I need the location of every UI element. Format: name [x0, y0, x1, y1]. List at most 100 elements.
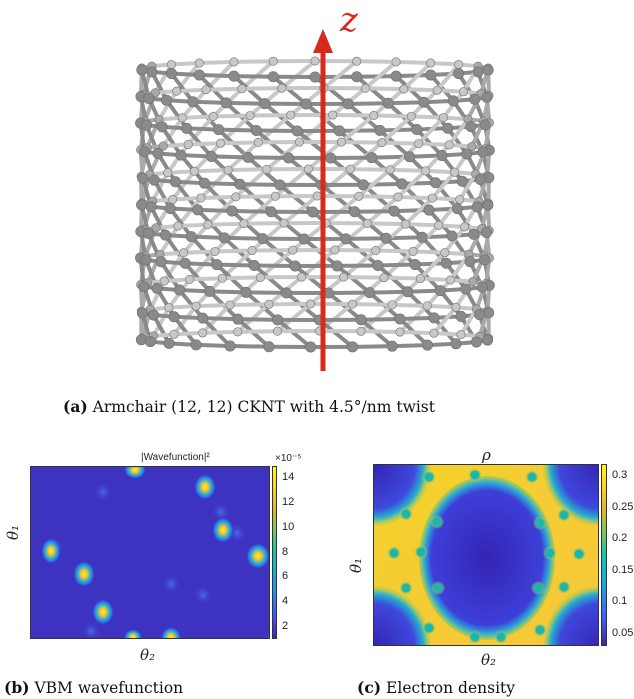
- carbon-atom: [251, 125, 261, 135]
- carbon-atom: [353, 57, 361, 65]
- plot-c-density-dot: [533, 516, 547, 530]
- carbon-atom: [193, 205, 203, 215]
- plot-c-colorbar-tick-1: 0.25: [612, 501, 633, 513]
- carbon-atom: [230, 58, 238, 66]
- carbon-atom: [160, 277, 168, 285]
- plot-b-density-spot: [194, 474, 216, 500]
- carbon-atom: [426, 59, 434, 67]
- carbon-atom: [430, 178, 440, 188]
- carbon-atom: [144, 93, 154, 103]
- carbon-atom: [180, 258, 190, 268]
- plot-b-density-spot: [41, 538, 61, 564]
- plot-c-density-dot: [531, 581, 545, 595]
- carbon-atom: [407, 112, 415, 120]
- carbon-atom: [299, 234, 309, 244]
- carbon-atom: [269, 57, 277, 65]
- carbon-atom: [387, 341, 397, 351]
- carbon-atom: [443, 123, 453, 133]
- carbon-atom: [474, 309, 484, 319]
- carbon-atom: [400, 85, 408, 93]
- plot-b-colorbar-tick-3: 8: [282, 546, 288, 558]
- carbon-atom: [396, 328, 404, 336]
- carbon-atom: [165, 303, 173, 311]
- plot-c-colorbar-tick-2: 0.2: [612, 532, 627, 544]
- carbon-atom: [301, 99, 311, 109]
- plot-b-colorbar-tick-5: 4: [282, 595, 288, 607]
- carbon-atom: [483, 65, 493, 75]
- carbon-atom: [452, 203, 462, 213]
- carbon-atom: [364, 287, 374, 297]
- carbon-atom: [409, 247, 417, 255]
- carbon-atom: [241, 287, 251, 297]
- carbon-atom: [470, 94, 480, 104]
- carbon-atom: [157, 122, 167, 132]
- carbon-atom: [137, 65, 147, 75]
- plot-b-faint-spot: [93, 482, 113, 502]
- carbon-atom: [167, 60, 175, 68]
- plot-c-density-dot: [399, 581, 413, 595]
- caption-c-tag: (c): [357, 678, 381, 697]
- carbon-atom: [206, 151, 216, 161]
- carbon-atom: [305, 342, 315, 352]
- plot-c-colorbar: [601, 464, 607, 646]
- carbon-atom: [471, 337, 481, 347]
- carbon-atom: [381, 233, 391, 243]
- carbon-atom: [248, 246, 256, 254]
- carbon-atom: [401, 220, 409, 228]
- carbon-atom: [161, 95, 171, 105]
- carbon-atom: [292, 126, 302, 136]
- carbon-atom: [437, 150, 447, 160]
- carbon-atom: [375, 125, 385, 135]
- carbon-atom: [416, 274, 424, 282]
- plot-b-heatmap: [30, 466, 270, 639]
- carbon-atom: [153, 148, 163, 158]
- carbon-atom: [424, 205, 434, 215]
- carbon-atom: [310, 72, 320, 82]
- carbon-atom: [412, 124, 422, 134]
- carbon-atom: [435, 221, 443, 229]
- carbon-atom: [482, 335, 492, 345]
- carbon-atom: [295, 138, 303, 146]
- carbon-atom: [337, 138, 345, 146]
- plot-b-density-spot: [212, 517, 234, 543]
- caption-a-tag: (a): [63, 397, 88, 416]
- carbon-atom: [465, 256, 475, 266]
- plot-b-scale-note: ×10⁻⁵: [275, 453, 301, 464]
- caption-a: (a) Armchair (12, 12) CKNT with 4.5°/nm …: [63, 397, 435, 416]
- carbon-atom: [271, 192, 279, 200]
- carbon-atom: [179, 249, 187, 257]
- carbon-atom: [311, 57, 319, 65]
- carbon-atom: [172, 87, 180, 95]
- carbon-atom: [378, 138, 386, 146]
- carbon-atom: [483, 200, 493, 210]
- caption-b-tag: (b): [4, 678, 30, 697]
- carbon-atom: [460, 223, 468, 231]
- carbon-atom: [456, 195, 464, 203]
- carbon-atom: [213, 124, 223, 134]
- carbon-atom: [346, 165, 354, 173]
- carbon-atom: [414, 139, 422, 147]
- carbon-atom: [397, 179, 407, 189]
- caption-a-text: Armchair (12, 12) CKNT with 4.5°/nm twis…: [93, 398, 435, 416]
- carbon-atom: [264, 342, 274, 352]
- carbon-atom: [169, 312, 179, 322]
- carbon-atom: [273, 327, 281, 335]
- carbon-atom: [235, 179, 245, 189]
- nanotube-panel: [120, 5, 510, 380]
- carbon-atom: [334, 126, 344, 136]
- plot-c-title: ρ: [482, 446, 491, 464]
- carbon-atom: [479, 255, 489, 265]
- carbon-atom: [422, 340, 432, 350]
- carbon-atom: [168, 195, 176, 203]
- plot-c-density-dot: [431, 581, 445, 595]
- carbon-atom: [445, 141, 453, 149]
- carbon-atom: [419, 97, 429, 107]
- carbon-atom: [174, 285, 184, 295]
- carbon-atom: [331, 246, 339, 254]
- carbon-atom: [461, 284, 471, 294]
- carbon-atom: [450, 168, 458, 176]
- carbon-atom: [402, 287, 412, 297]
- carbon-atom: [181, 123, 191, 133]
- carbon-atom: [186, 231, 196, 241]
- plot-c-density-dot: [399, 507, 413, 521]
